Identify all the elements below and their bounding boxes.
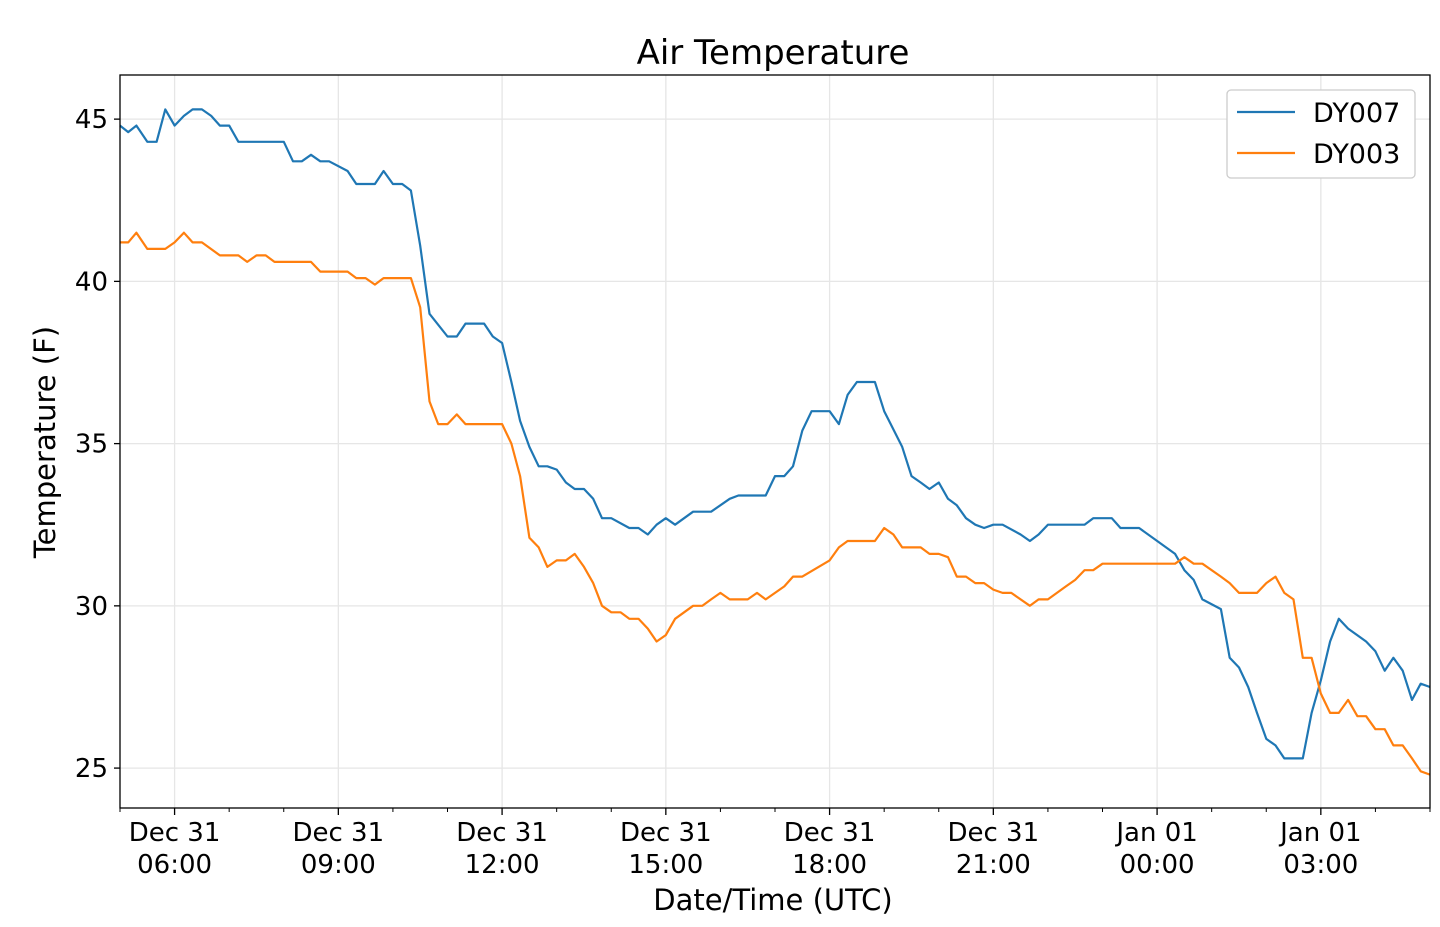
x-tick-label-time: 15:00 xyxy=(628,850,703,880)
x-tick-label-date: Dec 31 xyxy=(620,818,712,848)
y-tick-label: 45 xyxy=(75,105,108,135)
x-tick-label-time: 03:00 xyxy=(1283,850,1358,880)
x-tick-label-date: Jan 01 xyxy=(1114,818,1197,848)
y-axis: 25 30 35 40 45 xyxy=(75,105,120,784)
x-tick-label-date: Dec 31 xyxy=(784,818,876,848)
legend-label-dy003: DY003 xyxy=(1313,139,1400,170)
chart-title: Air Temperature xyxy=(637,33,910,73)
series-lines xyxy=(119,108,1431,776)
plot-frame xyxy=(119,74,1431,809)
x-tick-label-date: Dec 31 xyxy=(456,818,548,848)
y-tick-label: 30 xyxy=(75,592,108,622)
x-tick-label-time: 12:00 xyxy=(465,850,540,880)
x-tick-label-time: 21:00 xyxy=(956,850,1031,880)
grid-lines xyxy=(120,75,1430,808)
series-line-dy007 xyxy=(119,108,1431,760)
y-tick-label: 40 xyxy=(75,267,108,297)
x-tick-label-date: Dec 31 xyxy=(129,818,221,848)
legend-label-dy007: DY007 xyxy=(1313,98,1400,129)
x-tick-label-time: 06:00 xyxy=(137,850,212,880)
legend: DY007 DY003 xyxy=(1226,89,1416,179)
y-tick-label: 25 xyxy=(75,754,108,784)
x-tick-label-time: 18:00 xyxy=(792,850,867,880)
series-line-dy003 xyxy=(120,231,1431,776)
y-tick-label: 35 xyxy=(75,430,108,460)
x-tick-label-date: Dec 31 xyxy=(292,818,384,848)
x-tick-label-date: Jan 01 xyxy=(1278,818,1361,848)
x-tick-label-date: Dec 31 xyxy=(947,818,1039,848)
x-tick-label-time: 00:00 xyxy=(1120,850,1195,880)
x-tick-label-time: 09:00 xyxy=(301,850,376,880)
x-axis-label: Date/Time (UTC) xyxy=(653,883,892,917)
y-axis-label: Temperature (F) xyxy=(28,326,62,559)
